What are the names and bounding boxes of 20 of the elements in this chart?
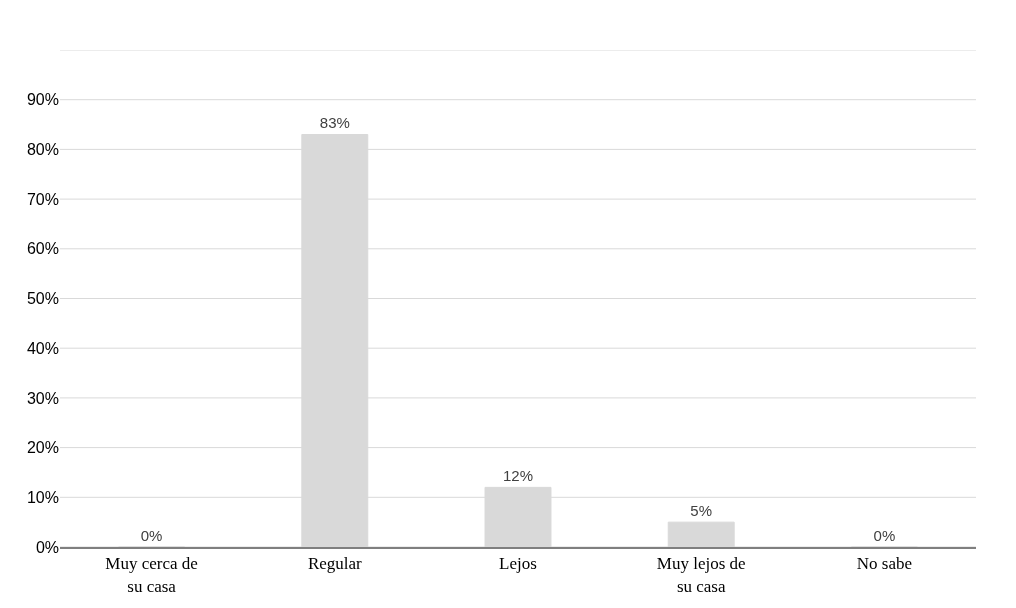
y-tick-label: 50% bbox=[26, 290, 59, 308]
x-tick-label: Lejos bbox=[499, 554, 537, 574]
y-tick-label: 20% bbox=[26, 439, 59, 457]
y-tick-label: 70% bbox=[26, 190, 59, 208]
y-tick-label: 30% bbox=[26, 389, 59, 407]
data-label: 83% bbox=[319, 114, 350, 132]
y-tick-label: 10% bbox=[26, 488, 59, 506]
data-label: 0% bbox=[140, 527, 163, 544]
y-tick-label: 40% bbox=[26, 339, 59, 357]
y-tick-label: 0% bbox=[35, 538, 59, 556]
data-label: 0% bbox=[873, 527, 896, 544]
y-tick-label: 60% bbox=[26, 240, 59, 258]
x-tick-label: No sabe bbox=[856, 554, 913, 574]
data-label: 5% bbox=[690, 502, 713, 520]
data-label: 12% bbox=[502, 467, 534, 485]
y-tick-label: 80% bbox=[26, 141, 59, 158]
x-tick-label: Regular bbox=[307, 554, 363, 574]
y-tick-label: 90% bbox=[26, 91, 59, 109]
x-tick-label: Muy lejos de su casa bbox=[656, 554, 746, 596]
x-tick-label: Muy cerca de su casa bbox=[105, 554, 198, 596]
